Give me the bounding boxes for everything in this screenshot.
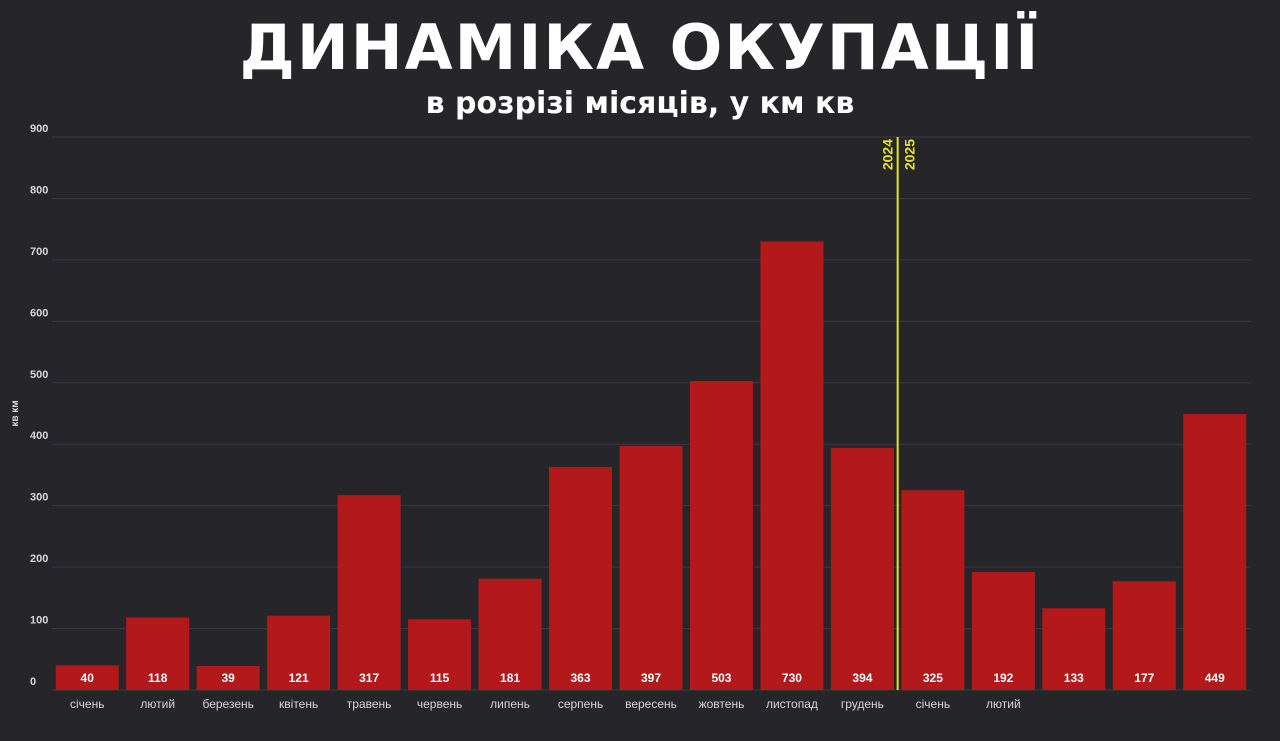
x-tick-label: липень [490, 697, 530, 711]
y-tick-label: 600 [30, 307, 48, 319]
y-tick-label: 800 [30, 184, 48, 196]
y-tick-label: 0 [30, 676, 36, 688]
x-tick-label: лютий [140, 697, 175, 711]
x-tick-label: серпень [558, 697, 603, 711]
chart-title: ДИНАМІКА ОКУПАЦІЇ [239, 11, 1041, 84]
y-tick-label: 900 [30, 123, 48, 135]
bar-value-label: 115 [430, 671, 450, 685]
x-tick-label: січень [916, 697, 950, 711]
bar [408, 619, 472, 690]
x-tick-label: червень [417, 697, 462, 711]
y-tick-label: 200 [30, 553, 48, 565]
bar [478, 578, 542, 690]
x-tick-label: грудень [841, 697, 884, 711]
y-tick-label: 500 [30, 369, 48, 381]
bar-value-label: 40 [81, 671, 95, 685]
x-tick-label: січень [70, 697, 104, 711]
bar-value-label: 39 [221, 671, 235, 685]
bar [1112, 581, 1176, 690]
bar-value-label: 317 [359, 671, 379, 685]
x-tick-label: жовтень [699, 697, 745, 711]
bar [196, 666, 260, 690]
bar-value-label: 730 [782, 671, 802, 685]
x-tick-label: листопад [766, 697, 818, 711]
bar [549, 466, 613, 690]
bar-value-label: 394 [852, 671, 872, 685]
y-tick-label: 300 [30, 492, 48, 504]
bar [901, 490, 965, 690]
bar-value-label: 118 [148, 671, 168, 685]
bar [55, 665, 119, 690]
bar [760, 241, 824, 690]
bar-value-label: 121 [289, 671, 309, 685]
bar-value-label: 325 [923, 671, 943, 685]
x-tick-label: квітень [279, 697, 318, 711]
y-tick-label: 700 [30, 246, 48, 258]
y-tick-label: 100 [30, 615, 48, 627]
bar [619, 446, 683, 690]
bar-value-label: 181 [500, 671, 520, 685]
y-tick-label: 400 [30, 430, 48, 442]
year-label-2024: 2024 [880, 139, 896, 170]
bar-value-label: 363 [571, 671, 591, 685]
x-tick-label: вересень [625, 697, 677, 711]
x-tick-label: лютий [986, 697, 1021, 711]
bar-value-label: 397 [641, 671, 661, 685]
bar [830, 447, 894, 690]
bar [337, 495, 401, 690]
bar [971, 572, 1035, 690]
y-axis-label: кв км [10, 400, 21, 426]
bar [126, 617, 190, 690]
bar-value-label: 449 [1205, 671, 1225, 685]
year-label-2025: 2025 [902, 139, 918, 170]
bar [1183, 414, 1247, 690]
x-tick-label: травень [347, 697, 392, 711]
bar [689, 380, 753, 690]
x-tick-label: березень [202, 697, 253, 711]
chart-subtitle: в розрізі місяців, у км кв [425, 86, 855, 121]
bar-value-label: 503 [711, 671, 731, 685]
bar-value-label: 192 [993, 671, 1013, 685]
bar-value-label: 177 [1134, 671, 1154, 685]
bar-value-label: 133 [1064, 671, 1084, 685]
bar [267, 615, 331, 690]
bar [1042, 608, 1106, 690]
